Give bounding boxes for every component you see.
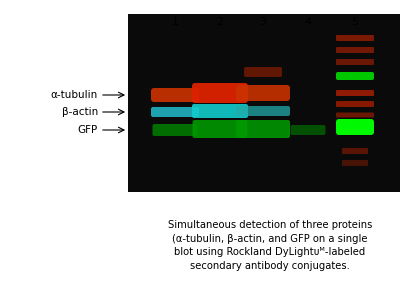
FancyBboxPatch shape — [291, 125, 326, 135]
Bar — [128, 14, 400, 192]
FancyBboxPatch shape — [336, 101, 374, 107]
FancyBboxPatch shape — [336, 119, 374, 135]
Text: 5: 5 — [352, 17, 359, 27]
Text: 3: 3 — [260, 17, 267, 27]
FancyBboxPatch shape — [342, 160, 368, 166]
FancyBboxPatch shape — [236, 120, 290, 138]
Text: β-actin: β-actin — [62, 107, 98, 117]
FancyBboxPatch shape — [336, 35, 374, 41]
Text: α-tubulin: α-tubulin — [51, 90, 98, 100]
FancyBboxPatch shape — [152, 124, 197, 136]
Text: 4: 4 — [304, 17, 312, 27]
FancyBboxPatch shape — [336, 59, 374, 65]
Text: GFP: GFP — [78, 125, 98, 135]
FancyBboxPatch shape — [151, 88, 199, 102]
FancyBboxPatch shape — [192, 120, 247, 138]
FancyBboxPatch shape — [336, 112, 374, 118]
FancyBboxPatch shape — [236, 106, 290, 116]
Text: Simultaneous detection of three proteins
(α-tubulin, β-actin, and GFP on a singl: Simultaneous detection of three proteins… — [168, 220, 372, 271]
FancyBboxPatch shape — [342, 148, 368, 154]
Text: 1: 1 — [171, 17, 178, 27]
FancyBboxPatch shape — [336, 90, 374, 96]
FancyBboxPatch shape — [336, 47, 374, 53]
FancyBboxPatch shape — [336, 72, 374, 80]
FancyBboxPatch shape — [192, 83, 248, 103]
FancyBboxPatch shape — [192, 104, 248, 118]
FancyBboxPatch shape — [236, 85, 290, 101]
FancyBboxPatch shape — [151, 107, 199, 117]
FancyBboxPatch shape — [244, 67, 282, 77]
Text: 2: 2 — [216, 17, 223, 27]
